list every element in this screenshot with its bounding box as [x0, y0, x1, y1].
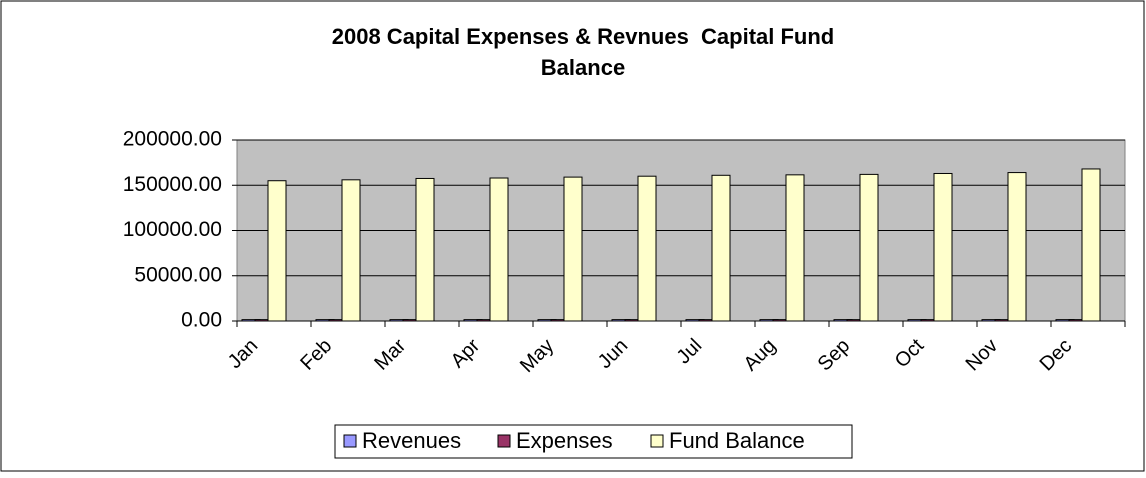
bar	[711, 174, 731, 322]
bar	[785, 174, 805, 322]
bar	[489, 177, 509, 322]
bar	[859, 173, 879, 322]
bar	[933, 172, 953, 322]
bar	[563, 176, 583, 322]
bar	[415, 177, 435, 322]
chart-title: Balance	[541, 55, 625, 80]
y-tick-label: 200000.00	[123, 128, 222, 151]
bar	[267, 180, 287, 322]
legend-swatch	[343, 434, 357, 448]
bar	[1081, 168, 1101, 322]
legend-swatch	[497, 434, 511, 448]
y-tick-label: 50000.00	[134, 263, 222, 286]
bar	[1007, 172, 1027, 322]
bar	[341, 179, 361, 322]
legend-label: Fund Balance	[669, 428, 805, 453]
legend-label: Revenues	[362, 428, 461, 453]
legend-box	[334, 424, 853, 459]
y-tick-label: 150000.00	[123, 173, 222, 196]
chart-title: 2008 Capital Expenses & Revnues Capital …	[332, 24, 835, 49]
y-tick-label: 100000.00	[123, 218, 222, 241]
legend-swatch	[650, 434, 664, 448]
bar	[637, 175, 657, 322]
y-tick-label: 0.00	[181, 309, 222, 332]
legend-label: Expenses	[516, 428, 613, 453]
